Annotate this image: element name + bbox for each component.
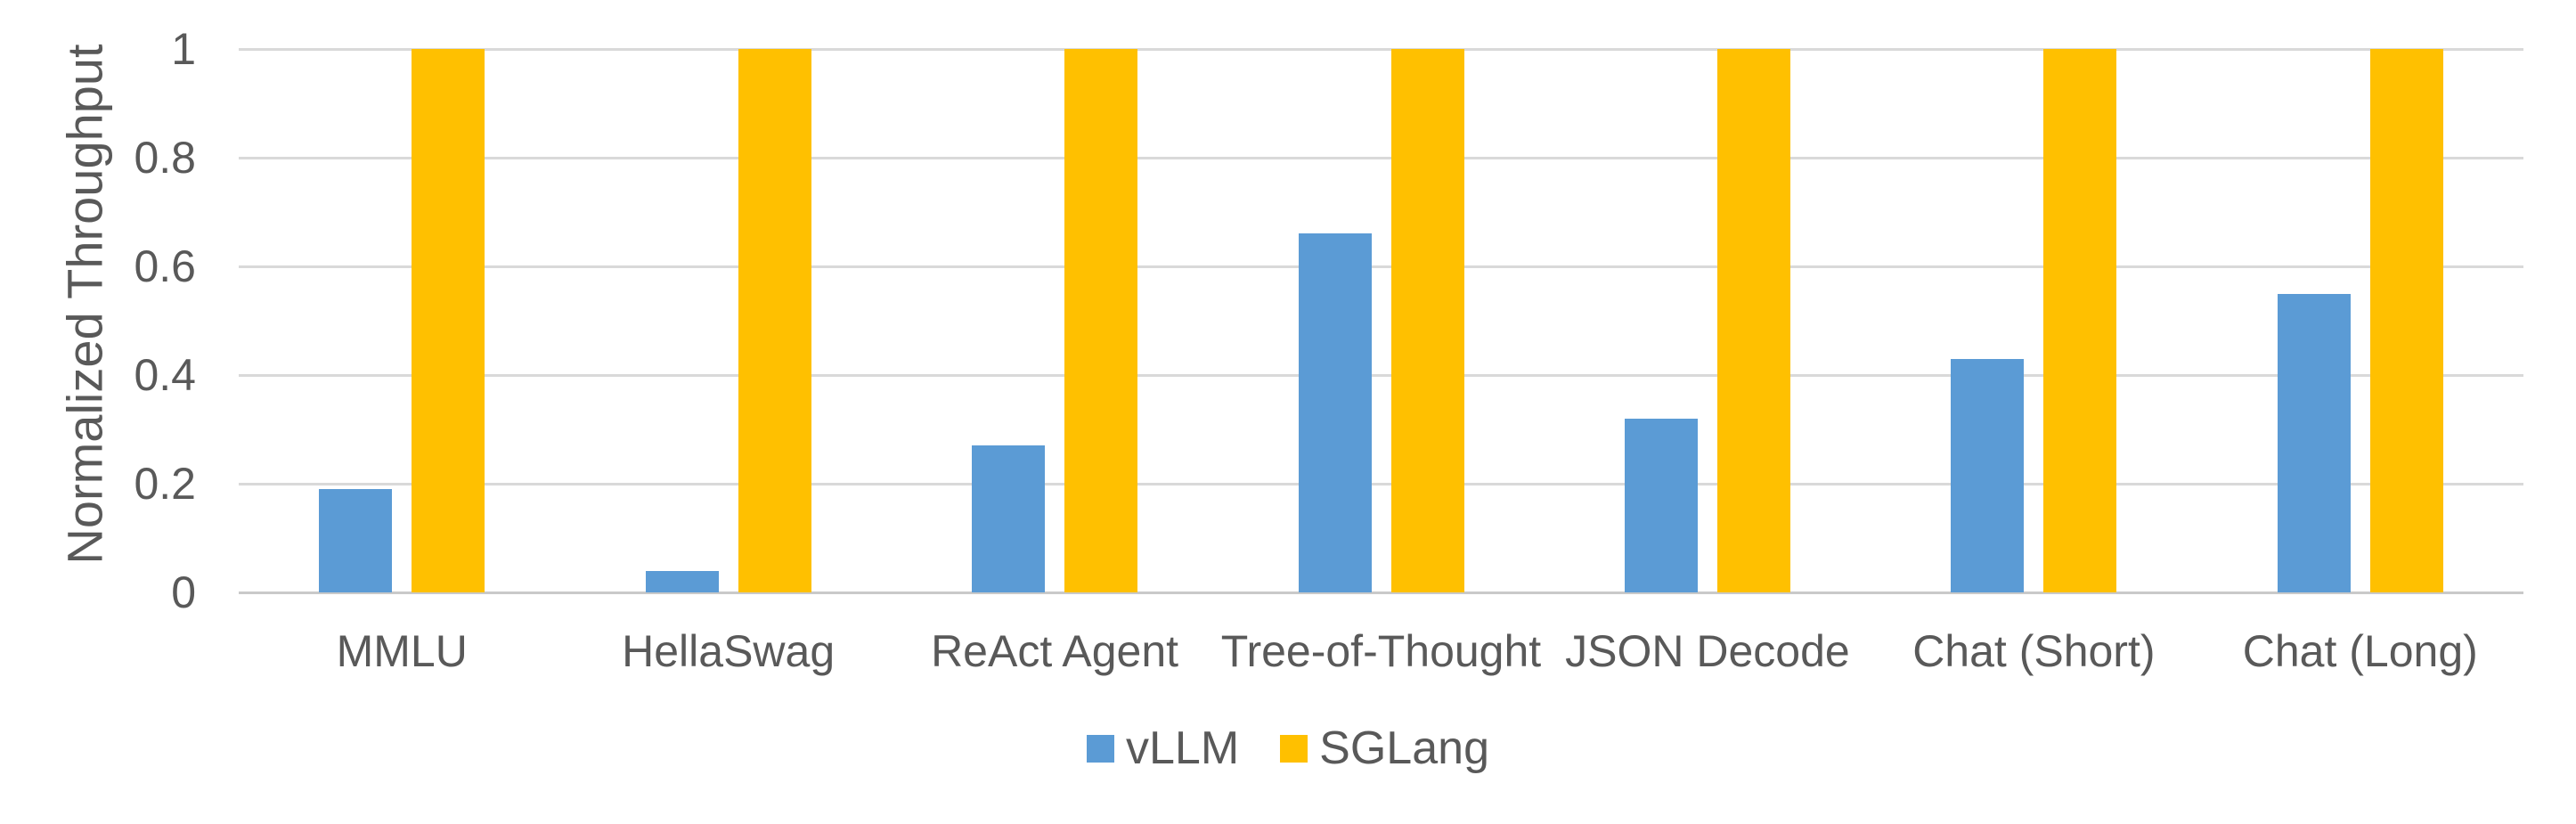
sglang-bar-react-agent [1064,49,1138,592]
sglang-bar-chat-long [2369,49,2443,592]
sglang-bar-hellaswag [738,49,811,592]
vllm-bar-hellaswag [645,570,719,592]
y-tick-label: 0.4 [134,350,196,400]
legend-item-vllm: vLLM [1087,722,1239,775]
vllm-bar-mmlu [319,489,393,592]
legend-item-sglang: SGLang [1280,722,1489,775]
plot-area [239,47,2523,594]
legend-swatch-sglang-icon [1280,734,1308,763]
vllm-bar-chat-short [1951,358,2025,592]
gridline [239,482,2523,485]
vllm-bar-json-decode [1624,418,1698,592]
gridline [239,373,2523,377]
legend-swatch-vllm-icon [1087,734,1115,763]
legend: vLLM SGLang [0,722,2576,775]
legend-label-vllm: vLLM [1126,722,1240,774]
sglang-bar-chat-short [2043,49,2117,592]
y-tick-label: 0.6 [134,241,196,291]
x-axis-label: Chat (Long) [2242,626,2478,676]
y-tick-label: 0.8 [134,133,196,183]
vllm-bar-tree-of-thought [1298,233,1372,592]
sglang-bar-json-decode [1716,49,1790,592]
x-axis-label: Tree-of-Thought [1220,626,1542,676]
sglang-bar-mmlu [412,49,485,592]
vllm-bar-chat-long [2277,293,2351,592]
x-axis-label: Chat (Short) [1912,626,2156,676]
y-tick-label: 0 [171,567,196,617]
x-axis-label: MMLU [336,626,468,676]
gridline [239,265,2523,268]
x-axis-label: JSON Decode [1565,626,1850,676]
x-axis-label: ReAct Agent [931,626,1179,676]
y-tick-label: 1 [171,24,196,74]
x-axis-label: HellaSwag [622,626,836,676]
vllm-bar-react-agent [972,445,1046,592]
sglang-bar-tree-of-thought [1390,49,1464,592]
y-tick-label: 0.2 [134,459,196,509]
x-axis-line [239,591,2523,594]
gridline [239,156,2523,159]
legend-label-sglang: SGLang [1319,722,1489,774]
gridline [239,47,2523,51]
